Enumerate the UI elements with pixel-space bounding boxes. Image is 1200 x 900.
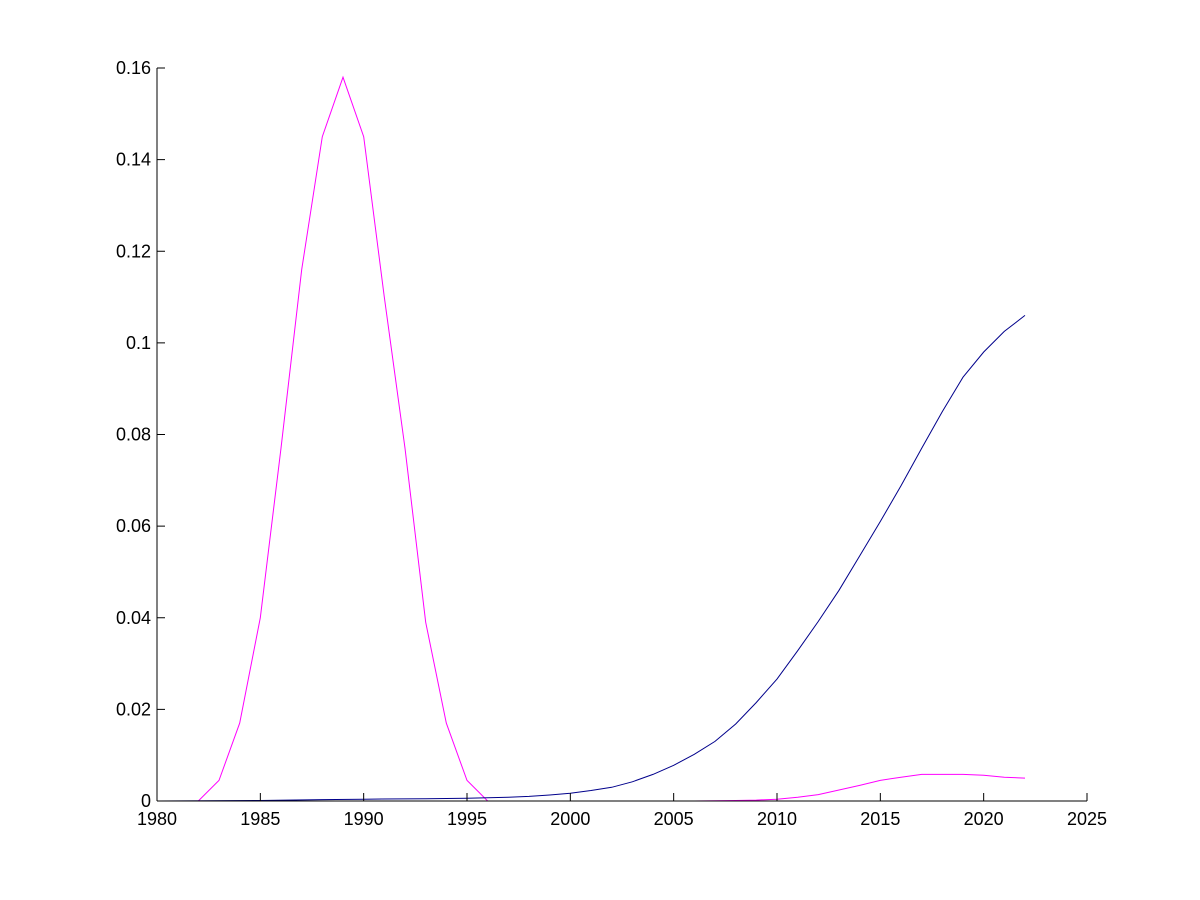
y-tick-label: 0.06 bbox=[116, 516, 151, 536]
x-tick-label: 2020 bbox=[964, 809, 1004, 829]
y-tick-label: 0.04 bbox=[116, 608, 151, 628]
series-layer bbox=[156, 75, 1026, 802]
y-tick-label: 0.08 bbox=[116, 425, 151, 445]
x-tick-label: 2010 bbox=[757, 809, 797, 829]
axes-layer bbox=[156, 68, 1087, 802]
y-tick-label: 0.12 bbox=[116, 241, 151, 261]
y-tick-label: 0.1 bbox=[126, 333, 151, 353]
x-tick-label: 1995 bbox=[447, 809, 487, 829]
x-tick-layer: 1980 1985 1990 1995 2000 2005 2010 2015 2020 2025 bbox=[137, 793, 1107, 829]
x-tick-label: 1980 bbox=[137, 809, 177, 829]
series-line-2 bbox=[156, 315, 1026, 802]
y-tick-label: 0.02 bbox=[116, 699, 151, 719]
series-line-1 bbox=[487, 773, 1026, 802]
x-tick-label: 2015 bbox=[860, 809, 900, 829]
x-tick-label: 2000 bbox=[550, 809, 590, 829]
y-tick-label: 0 bbox=[141, 791, 151, 811]
series-line-0 bbox=[157, 75, 489, 802]
y-tick-layer: 0 0.02 0.04 0.06 0.08 0.1 0.12 0.14 0.16 bbox=[116, 58, 165, 811]
x-tick-label: 2025 bbox=[1067, 809, 1107, 829]
y-tick-label: 0.16 bbox=[116, 58, 151, 78]
x-tick-label: 1990 bbox=[344, 809, 384, 829]
x-tick-label: 2005 bbox=[654, 809, 694, 829]
y-tick-label: 0.14 bbox=[116, 150, 151, 170]
x-tick-label: 1985 bbox=[240, 809, 280, 829]
